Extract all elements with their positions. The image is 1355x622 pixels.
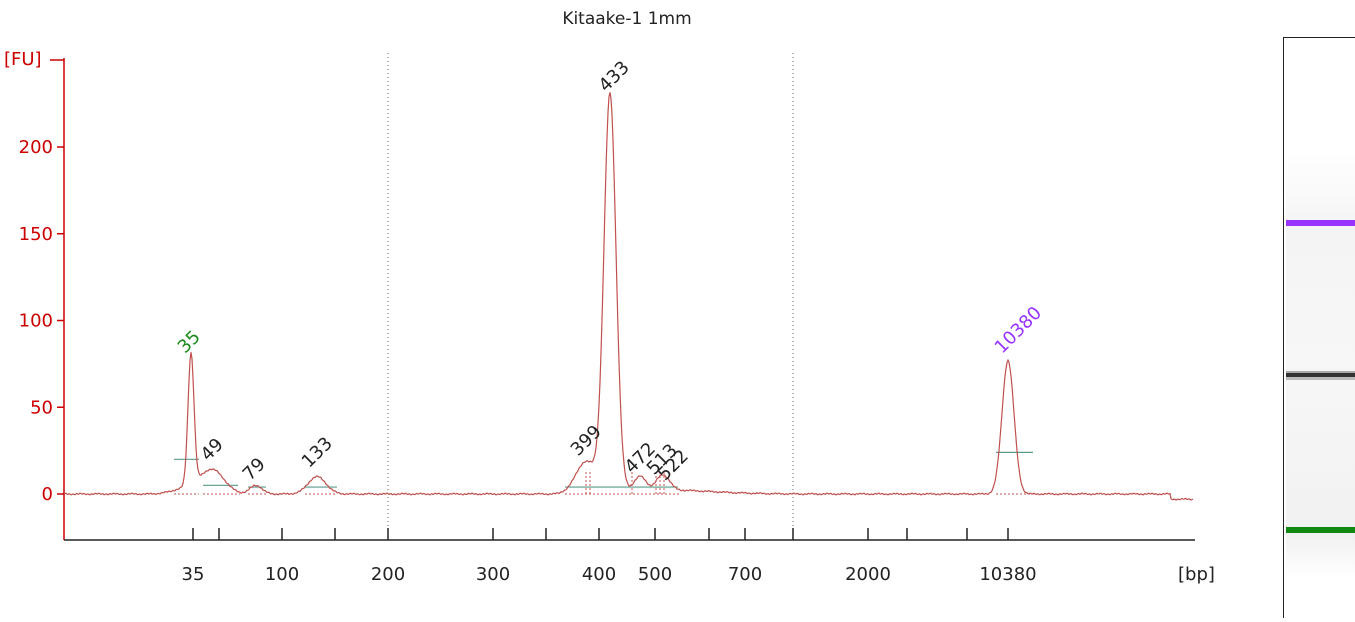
peak-label: 133: [298, 433, 337, 472]
x-tick-label: 500: [638, 564, 672, 585]
x-tick-label: 2000: [845, 564, 891, 585]
peak-label: 79: [239, 454, 270, 485]
peak-label: 49: [197, 434, 228, 465]
x-axis-label: [bp]: [1178, 564, 1215, 585]
x-tick-label: 700: [728, 564, 762, 585]
x-ticks: 35 100 200 300 400 500 700 2000 10380: [182, 528, 1037, 585]
peak-label: 433: [595, 57, 634, 96]
x-tick-label: 10380: [979, 564, 1036, 585]
gel-lane: [1286, 153, 1355, 578]
y-tick-label: 0: [42, 484, 53, 505]
y-axis-label: [FU]: [4, 49, 42, 70]
gel-band-upper-marker: [1286, 220, 1355, 226]
fluorescence-trace: [64, 92, 1194, 501]
x-tick-label: 35: [182, 564, 205, 585]
gel-image: [1283, 37, 1355, 618]
y-ticks: 0 50 100 150 200: [19, 137, 64, 505]
y-tick-label: 100: [19, 311, 53, 332]
peak-label: 10380: [991, 303, 1046, 358]
x-tick-label: 300: [476, 564, 510, 585]
gel-band-sample: [1286, 373, 1355, 377]
gel-band-sample-halo: [1286, 371, 1355, 374]
gel-band-lower-marker: [1286, 527, 1355, 533]
y-tick-label: 200: [19, 137, 53, 158]
gel-lane-background: [1286, 153, 1355, 578]
y-tick-label: 50: [30, 397, 53, 418]
x-tick-label: 100: [265, 564, 299, 585]
gel-band-sample-halo-lower: [1286, 377, 1355, 380]
y-tick-label: 150: [19, 224, 53, 245]
x-tick-label: 400: [582, 564, 616, 585]
electropherogram-chart: Kitaake-1 1mm [FU] [bp] 0 50 100 150 200 35 1…: [4, 9, 1215, 585]
chart-title: Kitaake-1 1mm: [562, 9, 691, 29]
peak-label: 35: [174, 327, 205, 358]
x-tick-label: 200: [371, 564, 405, 585]
peak-label: 399: [567, 421, 606, 460]
